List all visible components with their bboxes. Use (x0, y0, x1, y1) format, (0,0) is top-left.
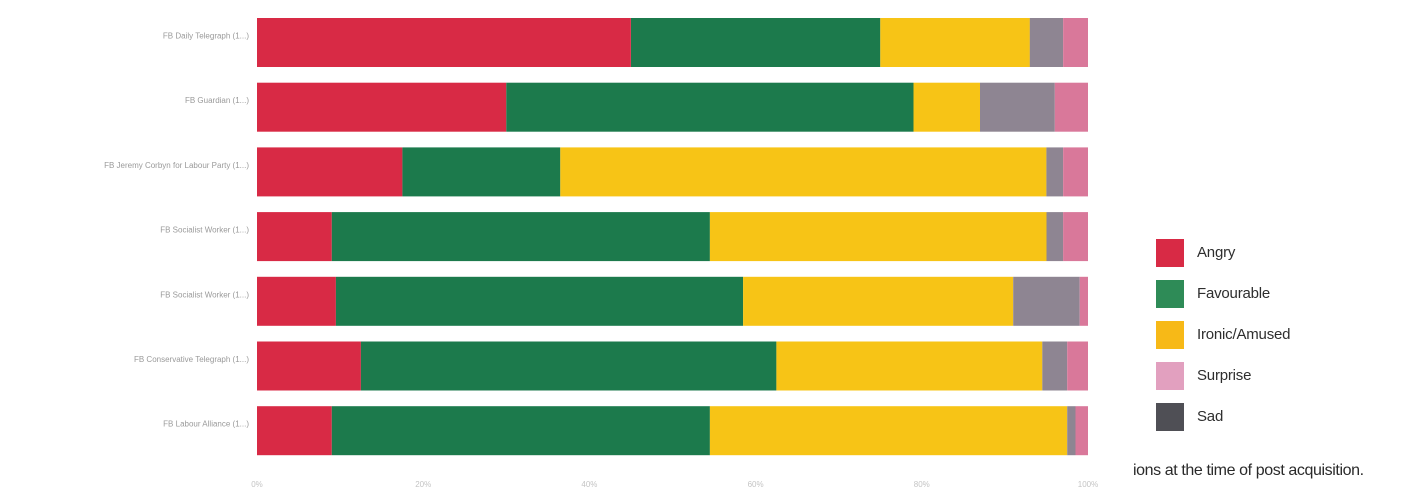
bar-segment-surprise (1067, 341, 1088, 391)
bar-segment-sad (1046, 147, 1063, 197)
bar-segment-angry (257, 406, 332, 456)
bar-segment-angry (257, 147, 403, 197)
legend-label: Sad (1197, 408, 1224, 425)
x-tick-label: 40% (581, 480, 597, 489)
figure-caption: ions at the time of post acquisition. (1133, 462, 1364, 479)
category-label: FB Jeremy Corbyn for Labour Party (1...) (104, 161, 249, 170)
x-tick-label: 60% (748, 480, 764, 489)
category-label: FB Daily Telegraph (1...) (163, 32, 249, 41)
legend-label: Angry (1197, 244, 1236, 261)
bar-segment-sad (1067, 406, 1076, 456)
bar-segment-favourable (506, 82, 914, 132)
bar-segment-favourable (331, 212, 710, 262)
bar-segment-surprise (1079, 276, 1088, 326)
bar-segment-favourable (631, 18, 881, 67)
bar-segment-favourable (360, 341, 777, 391)
bar-segment-ironic-amused (709, 212, 1047, 262)
bar-segment-sad (1013, 276, 1080, 326)
bar-segment-surprise (1063, 18, 1088, 67)
bar-segment-ironic-amused (709, 406, 1068, 456)
x-tick-label: 0% (251, 480, 263, 489)
bar-segment-surprise (1063, 212, 1088, 262)
bar-segment-angry (257, 341, 361, 391)
bar-segment-ironic-amused (560, 147, 1047, 197)
legend-item-favourable: Favourable (1156, 273, 1356, 314)
bar-segment-favourable (331, 406, 710, 456)
legend-label: Surprise (1197, 367, 1252, 384)
legend-swatch (1156, 361, 1184, 390)
category-label: FB Labour Alliance (1...) (163, 420, 249, 429)
legend-swatch (1156, 320, 1184, 349)
legend-swatch (1156, 402, 1184, 431)
legend-item-ironic-amused: Ironic/Amused (1156, 314, 1356, 355)
bar-segment-ironic-amused (913, 82, 980, 132)
bar-segment-ironic-amused (776, 341, 1043, 391)
bar-segment-favourable (402, 147, 561, 197)
bar-segment-surprise (1054, 82, 1088, 132)
bar-segment-angry (257, 276, 336, 326)
category-label: FB Socialist Worker (1...) (160, 226, 249, 235)
bar-segment-surprise (1063, 147, 1088, 197)
legend-item-sad: Sad (1156, 396, 1356, 437)
legend-swatch (1156, 238, 1184, 267)
x-tick-label: 100% (1078, 480, 1098, 489)
category-label: FB Guardian (1...) (185, 96, 249, 105)
x-tick-label: 20% (415, 480, 431, 489)
legend-label: Ironic/Amused (1197, 326, 1291, 343)
bar-segment-ironic-amused (880, 18, 1030, 67)
x-tick-label: 80% (914, 480, 930, 489)
legend-label: Favourable (1197, 285, 1271, 302)
bar-segment-angry (257, 82, 507, 132)
legend-item-surprise: Surprise (1156, 355, 1356, 396)
bar-segment-sad (980, 82, 1055, 132)
legend-swatch (1156, 279, 1184, 308)
bar-segment-angry (257, 18, 631, 67)
bar-segment-sad (1042, 341, 1068, 391)
legend: Angry Favourable Ironic/Amused Surprise Sad (1156, 232, 1356, 437)
bar-segment-favourable (335, 276, 744, 326)
bar-segment-sad (1046, 212, 1064, 262)
bar-segment-angry (257, 212, 332, 262)
bar-segment-ironic-amused (743, 276, 1014, 326)
bar-segment-sad (1029, 18, 1063, 67)
legend-item-angry: Angry (1156, 232, 1356, 273)
category-label: FB Conservative Telegraph (1...) (134, 355, 249, 364)
bar-segment-surprise (1075, 406, 1088, 456)
category-label: FB Socialist Worker (1...) (160, 290, 249, 299)
